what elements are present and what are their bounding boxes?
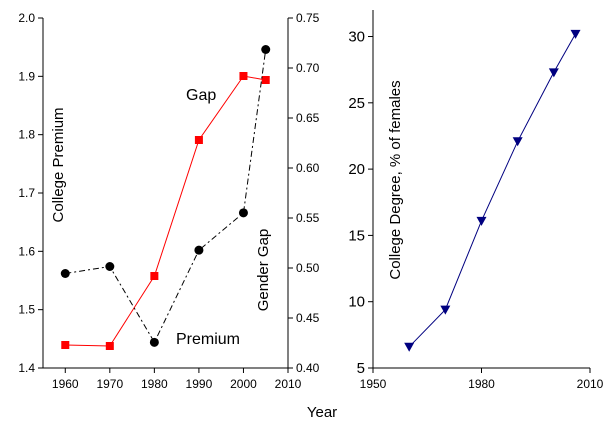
x-tick-label: 2010 — [577, 377, 604, 391]
point-premium — [239, 208, 248, 217]
point-premium — [194, 246, 203, 255]
series-line-gap — [65, 76, 265, 346]
point-college-degree — [404, 343, 414, 352]
right-series-group — [404, 30, 580, 352]
y-tick-label: 1.7 — [18, 186, 35, 200]
point-premium — [105, 262, 114, 271]
y-tick-label: 15 — [348, 227, 365, 244]
left-series-group — [61, 45, 270, 350]
annotation-premium: Premium — [176, 331, 240, 348]
y-tick-label: 25 — [348, 95, 365, 112]
right-y-ticks: 5 10 15 20 25 30 — [348, 29, 373, 377]
point-gap — [239, 72, 247, 80]
left-y-ticks-gap: 0.40 0.45 0.50 0.55 0.60 0.65 0.70 0.75 — [288, 11, 320, 375]
y-tick-label: 2.0 — [18, 11, 35, 25]
annotation-gap: Gap — [186, 87, 216, 104]
point-gap — [106, 342, 114, 350]
point-premium — [261, 45, 270, 54]
x-tick-label: 1970 — [96, 377, 123, 391]
x-tick-label: 2010 — [275, 377, 302, 391]
x-tick-label: 1960 — [52, 377, 79, 391]
y2-tick-label: 0.70 — [296, 61, 320, 75]
x-tick-label: 1980 — [141, 377, 168, 391]
right-x-ticks: 1950 1980 2010 — [360, 368, 604, 391]
y-tick-label: 1.9 — [18, 69, 35, 83]
point-college-degree — [513, 137, 523, 146]
y-tick-label: 1.8 — [18, 128, 35, 142]
left-x-ticks: 1960 1970 1980 1990 2000 2010 — [52, 368, 302, 391]
y2-tick-label: 0.40 — [296, 361, 320, 375]
y2-tick-label: 0.55 — [296, 211, 320, 225]
series-line-premium — [65, 50, 265, 343]
y2-tick-label: 0.50 — [296, 261, 320, 275]
y-tick-label: 1.6 — [18, 244, 35, 258]
y2-tick-label: 0.45 — [296, 311, 320, 325]
y2-tick-label: 0.75 — [296, 11, 320, 25]
left-y-ticks-premium: 1.4 1.5 1.6 1.7 1.8 1.9 2.0 — [18, 11, 43, 375]
point-premium — [150, 338, 159, 347]
point-gap — [61, 341, 69, 349]
y-tick-label: 1.4 — [18, 361, 35, 375]
y-tick-label: 30 — [348, 29, 365, 46]
point-gap — [150, 272, 158, 280]
y2-tick-label: 0.60 — [296, 161, 320, 175]
point-gap — [195, 136, 203, 144]
point-college-degree — [549, 68, 559, 77]
right-y-axis-label-gender-gap: Gender Gap — [255, 229, 272, 312]
point-premium — [61, 269, 70, 278]
x-tick-label: 1990 — [186, 377, 213, 391]
right-panel-y-axis-label: College Degree, % of females — [387, 80, 404, 279]
x-tick-label: 1980 — [468, 377, 495, 391]
y-tick-label: 5 — [357, 360, 365, 377]
point-college-degree — [571, 30, 581, 39]
x-tick-label: 2000 — [230, 377, 257, 391]
series-line-college-degree — [409, 34, 575, 347]
point-college-degree — [477, 217, 487, 226]
y-tick-label: 10 — [348, 294, 365, 311]
point-gap — [262, 76, 270, 84]
x-axis-label-year: Year — [307, 404, 337, 421]
x-tick-label: 1950 — [360, 377, 387, 391]
y-tick-label: 20 — [348, 161, 365, 178]
y2-tick-label: 0.65 — [296, 111, 320, 125]
left-y-axis-label: College Premium — [50, 107, 67, 222]
y-tick-label: 1.5 — [18, 303, 35, 317]
